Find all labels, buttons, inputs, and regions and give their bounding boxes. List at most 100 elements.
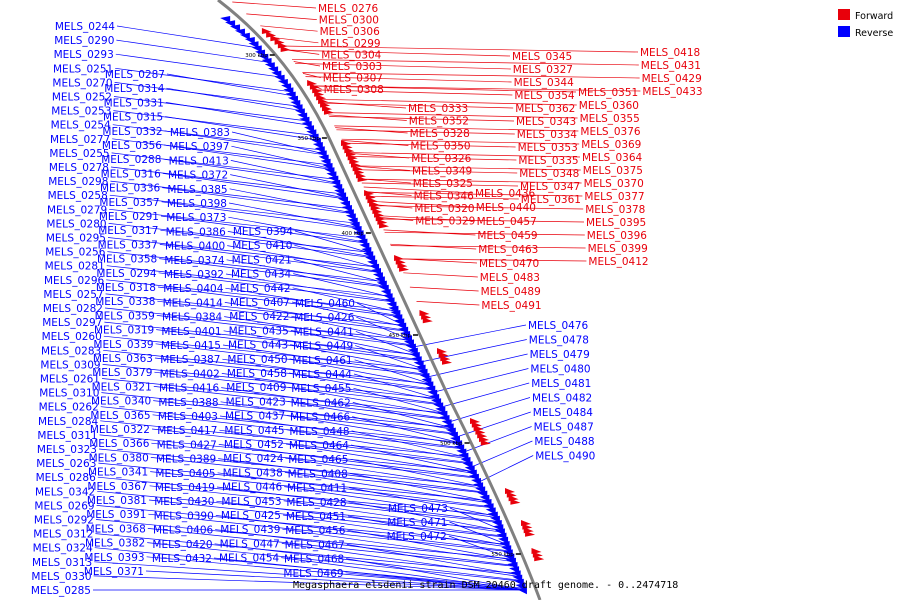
gene-label-reverse: MELS_0285 [31,585,91,597]
gene-label-forward: MELS_0327 [513,64,573,76]
gene-label-forward: MELS_0396 [587,230,647,242]
connector-reverse [352,416,460,443]
gene-label-reverse: MELS_0258 [48,190,108,202]
gene-label-reverse: MELS_0473 [388,503,448,515]
connector-reverse [283,500,503,533]
connector-reverse [288,386,446,416]
gene-label-reverse: MELS_0252 [52,92,112,104]
gene-label-reverse: MELS_0414 [163,297,223,309]
gene-label-forward: MELS_0361 [521,194,581,206]
gene-arrow-forward [510,498,521,505]
gene-label-reverse: MELS_0321 [92,381,152,393]
gene-label-reverse: MELS_0277 [50,134,110,146]
connector-reverse [222,344,427,375]
gene-label-reverse: MELS_0297 [42,317,102,329]
gene-label-forward: MELS_0370 [584,178,644,190]
gene-label-forward: MELS_0362 [515,103,575,115]
gene-label-reverse: MELS_0425 [221,510,281,522]
connector-forward [396,258,478,264]
connector-reverse [347,515,508,546]
connector-reverse [213,557,525,591]
gene-arrow-forward [534,555,545,562]
connector-reverse [94,561,525,591]
connector-forward [409,286,479,292]
connector-reverse [441,382,530,408]
gene-label-reverse: MELS_0324 [33,543,93,555]
connector-forward [367,195,519,200]
connector-reverse [106,265,391,297]
gene-label-reverse: MELS_0443 [228,340,288,352]
gene-label-reverse: MELS_0439 [220,524,280,536]
connector-reverse [101,392,452,428]
gene-label-forward: MELS_0412 [588,256,648,268]
gene-label-reverse: MELS_0283 [41,345,101,357]
gene-label-reverse: MELS_0471 [387,517,447,529]
connector-forward [383,229,476,236]
connector-forward [281,45,639,53]
connector-reverse [449,521,508,545]
connector-reverse [281,557,525,591]
legend-swatch-reverse [838,26,850,37]
gene-arrow-forward [280,46,291,52]
gene-label-reverse: MELS_0469 [283,568,343,580]
gene-label-reverse: MELS_0269 [34,500,94,512]
connector-forward [321,102,514,109]
gene-label-reverse: MELS_0280 [46,218,106,230]
connector-reverse [420,339,527,363]
connector-reverse [96,505,508,545]
gene-label-reverse: MELS_0341 [88,467,148,479]
connector-reverse [156,329,420,361]
gene-label-reverse: MELS_0309 [40,359,100,371]
connector-reverse [145,570,525,591]
connector-reverse [355,345,424,370]
connector-reverse [293,259,384,283]
gene-label-reverse: MELS_0461 [292,355,352,367]
connector-reverse [155,343,427,376]
connector-reverse [290,344,425,371]
connector-reverse [160,229,373,259]
gene-label-reverse: MELS_0479 [530,349,590,361]
connector-forward [295,62,511,70]
connector-reverse [166,87,303,112]
connector-reverse [227,245,379,272]
connector-forward [384,231,585,236]
connector-reverse [150,471,492,508]
legend-label-reverse: Reverse [855,28,893,39]
connector-reverse [427,353,528,378]
gene-arrow-forward [357,176,368,182]
genome-backbone-arc [217,0,542,600]
gene-label-reverse: MELS_0442 [230,283,290,295]
gene-arrow-forward [274,38,285,45]
connector-reverse [225,287,400,317]
connector-forward [396,258,587,262]
connector-forward [353,165,581,171]
connector-reverse [100,406,460,443]
gene-arrow-forward [277,42,288,49]
connector-reverse [230,160,339,184]
gene-label-reverse: MELS_0261 [40,374,100,386]
connector-reverse [107,237,377,268]
connector-reverse [147,542,521,582]
connector-reverse [160,215,366,244]
legend: Forward Reverse [838,9,893,39]
connector-reverse [153,400,456,435]
gene-label-forward: MELS_0433 [642,86,702,98]
legend-label-forward: Forward [855,11,893,22]
gene-label-reverse: MELS_0449 [293,341,353,353]
connector-reverse [109,194,357,224]
connector-forward [353,165,411,171]
connector-reverse [224,302,406,331]
connector-reverse [349,473,489,502]
connector-reverse [222,358,434,390]
gene-label-reverse: MELS_0394 [233,226,293,238]
gene-arrow-reverse [220,16,231,23]
gene-label-reverse: MELS_0445 [224,425,284,437]
connector-reverse [356,316,411,341]
connector-reverse [146,556,525,591]
gene-arrow-forward [525,530,536,537]
connector-reverse [355,331,418,355]
gene-label-reverse: MELS_0432 [152,553,212,565]
gene-label-reverse: MELS_0455 [291,383,351,395]
gene-label-forward: MELS_0303 [322,61,382,73]
connector-reverse [221,387,448,419]
